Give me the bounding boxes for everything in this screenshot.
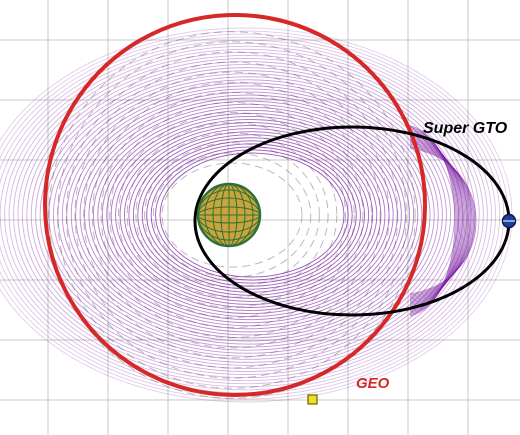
transfer-spiral-loop bbox=[8, 48, 484, 382]
geo-marker-icon bbox=[307, 394, 318, 405]
transfer-spiral-loop bbox=[61, 85, 435, 345]
transfer-spiral-loop bbox=[150, 146, 353, 284]
transfer-spiral-loop bbox=[17, 54, 476, 376]
transfer-spiral-loop bbox=[141, 140, 361, 290]
transfer-spiral-loop bbox=[97, 109, 402, 321]
dashed-orbit-ring bbox=[48, 31, 416, 399]
transfer-spiral-loop bbox=[4, 45, 488, 385]
dashed-orbit-ring bbox=[152, 152, 312, 278]
super-gto-label: Super GTO bbox=[423, 120, 508, 137]
satellite-marker-icon bbox=[501, 213, 517, 229]
transfer-spiral-loop bbox=[88, 103, 411, 327]
dashed-orbit-ring bbox=[109, 101, 355, 329]
transfer-spiral-loop bbox=[110, 119, 390, 311]
transfer-spiral-loop bbox=[0, 42, 492, 388]
transfer-spiral-loop bbox=[124, 128, 378, 302]
geo-label: GEO bbox=[356, 375, 390, 392]
transfer-spiral-loop bbox=[106, 115, 394, 315]
transfer-spiral-loop bbox=[84, 100, 415, 330]
transfer-spiral-loop bbox=[66, 88, 431, 342]
transfer-spiral-loop bbox=[128, 131, 374, 299]
transfer-spiral-loop bbox=[53, 79, 443, 351]
transfer-spiral-loop bbox=[92, 106, 406, 324]
transfer-spiral-loop bbox=[13, 51, 480, 379]
transfer-spiral-loop bbox=[79, 97, 419, 333]
dashed-orbit-ring bbox=[91, 81, 373, 349]
transfer-spiral-loop bbox=[132, 134, 370, 296]
transfer-spiral-loop bbox=[57, 82, 439, 348]
dashed-orbit-ring bbox=[83, 71, 381, 359]
transfer-spiral-loop bbox=[30, 64, 464, 366]
dashed-orbit-ring bbox=[118, 112, 346, 318]
transfer-spiral-loop bbox=[48, 76, 447, 354]
geo-orbit bbox=[43, 12, 427, 397]
dashed-orbit-ring bbox=[126, 122, 338, 308]
earth-icon bbox=[196, 182, 262, 248]
transfer-spiral-loop bbox=[119, 125, 382, 305]
transfer-spiral-loop bbox=[0, 39, 496, 391]
transfer-spiral-loop bbox=[146, 143, 357, 287]
transfer-spiral-loop bbox=[159, 152, 345, 278]
dashed-orbit-ring bbox=[144, 142, 320, 288]
transfer-spiral-loop bbox=[101, 112, 398, 318]
transfer-spiral-loop bbox=[75, 94, 423, 336]
transfer-spiral-loop bbox=[115, 122, 386, 308]
dashed-orbit-ring bbox=[57, 41, 407, 389]
dashed-orbit-ring bbox=[161, 162, 303, 268]
transfer-spiral-right-loop bbox=[409, 147, 477, 295]
